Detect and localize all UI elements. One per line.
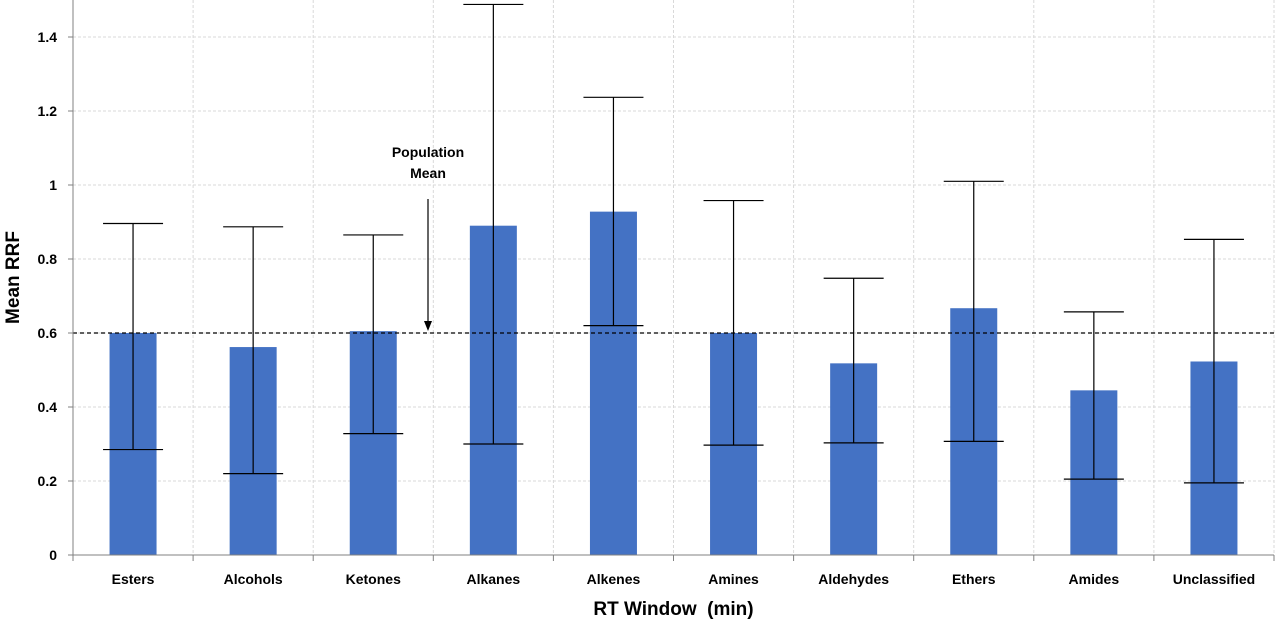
x-axis-title: RT Window (min) bbox=[593, 599, 753, 620]
y-tick-labels: 0 0.2 0.4 0.6 0.8 1 1.2 1.4 bbox=[38, 29, 58, 563]
error-bars bbox=[103, 3, 1244, 484]
y-tick-label: 0 bbox=[49, 547, 57, 563]
y-tick-label: 1.2 bbox=[38, 103, 58, 119]
y-tick-label: 0.2 bbox=[38, 473, 58, 489]
x-tick-label: Aldehydes bbox=[818, 571, 889, 587]
error-bar-esters bbox=[103, 222, 164, 451]
error-bar-unclassified bbox=[1183, 238, 1244, 484]
annotation-arrow bbox=[424, 199, 432, 331]
x-tick-label: Esters bbox=[112, 571, 155, 587]
error-bar-amines bbox=[703, 199, 764, 446]
y-tick-label: 1.4 bbox=[38, 29, 58, 45]
x-tick-label: Amines bbox=[708, 571, 759, 587]
bars bbox=[109, 211, 1238, 555]
error-bar-ketones bbox=[343, 234, 404, 435]
x-tick-label: Amides bbox=[1069, 571, 1120, 587]
y-axis-title: Mean RRF bbox=[3, 231, 24, 324]
x-tick-label: Ketones bbox=[346, 571, 401, 587]
error-bar-ethers bbox=[943, 180, 1004, 443]
x-tick-label: Alkenes bbox=[587, 571, 641, 587]
x-tick-label: Alcohols bbox=[224, 571, 283, 587]
x-tick-label: Alkanes bbox=[466, 571, 520, 587]
error-bar-alkanes bbox=[463, 3, 524, 445]
error-bar-alkenes bbox=[583, 96, 644, 327]
y-tick-label: 0.8 bbox=[38, 251, 58, 267]
x-tick-label: Unclassified bbox=[1173, 571, 1255, 587]
annotation-line-1: Population bbox=[392, 144, 464, 160]
x-tick-labels: Esters Alcohols Ketones Alkanes Alkenes Amine… bbox=[112, 571, 1256, 587]
error-bar-aldehydes bbox=[823, 277, 884, 444]
axes bbox=[68, 0, 1275, 561]
annotation-line-2: Mean bbox=[410, 165, 446, 181]
error-bar-alcohols bbox=[223, 226, 284, 475]
error-bar-amides bbox=[1063, 311, 1124, 480]
annotation-arrow-head bbox=[424, 321, 432, 331]
y-tick-label: 0.4 bbox=[38, 399, 58, 415]
y-tick-label: 1 bbox=[49, 177, 57, 193]
x-tick-label: Ethers bbox=[952, 571, 996, 587]
gridlines bbox=[73, 0, 1275, 555]
y-tick-label: 0.6 bbox=[38, 325, 58, 341]
